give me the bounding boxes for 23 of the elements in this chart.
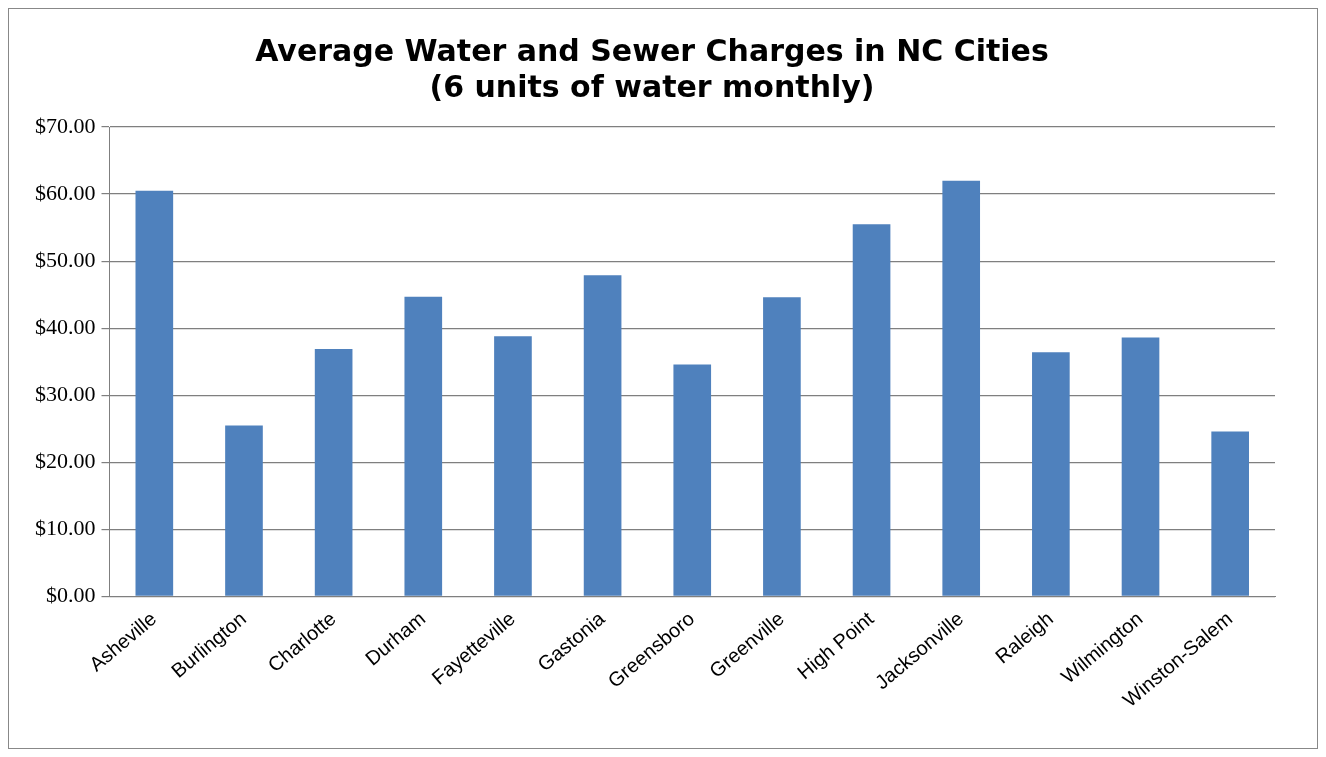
bar <box>404 296 443 596</box>
y-tick-label: $70.00 <box>35 112 96 138</box>
bar <box>314 348 353 596</box>
bar <box>852 224 891 596</box>
bar <box>135 190 174 596</box>
bar <box>1121 337 1160 596</box>
y-tick-label: $0.00 <box>46 582 96 608</box>
y-tick-label: $10.00 <box>35 515 96 541</box>
bar <box>942 180 981 596</box>
y-tick-label: $60.00 <box>35 179 96 205</box>
text: (6 units of water monthly) <box>429 68 875 104</box>
bar <box>225 425 263 596</box>
y-tick-label: $30.00 <box>35 381 96 407</box>
bar <box>1032 352 1070 596</box>
bar <box>494 336 532 596</box>
text: Average Water and Sewer Charges in NC Cities <box>255 32 1049 68</box>
bar <box>583 275 622 596</box>
bar <box>1211 431 1249 596</box>
y-tick-label: $40.00 <box>35 313 96 339</box>
y-tick-label: $50.00 <box>35 246 96 272</box>
bar <box>763 297 801 596</box>
y-tick-label: $20.00 <box>35 448 96 474</box>
bar <box>673 364 712 596</box>
